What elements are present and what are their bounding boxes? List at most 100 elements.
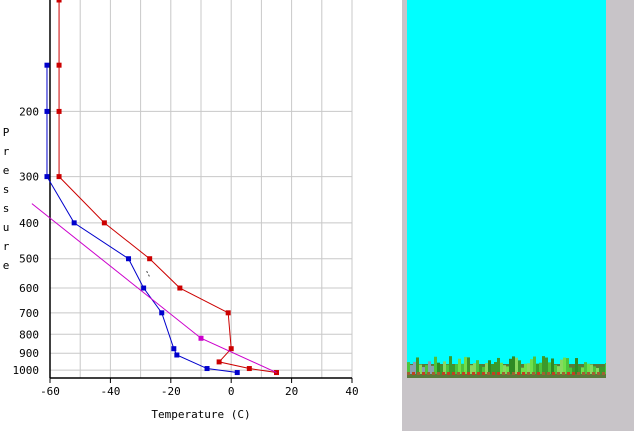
ground-element <box>548 362 551 374</box>
data-point <box>141 285 147 291</box>
ground-element <box>590 364 593 374</box>
tick-layer: -60 -40 -20 0 20 40 200 300 400 500 600 700 800 900 10… <box>13 105 359 398</box>
ground-soil <box>537 372 540 375</box>
ground-soil <box>527 372 530 375</box>
ground-soil <box>412 372 415 375</box>
ground-element <box>557 366 560 374</box>
ground-soil <box>542 372 545 375</box>
ground-element <box>458 358 461 374</box>
data-point <box>225 310 231 316</box>
ground-layer <box>407 356 606 378</box>
data-point <box>56 108 62 114</box>
data-point <box>44 62 50 68</box>
ground-soil <box>477 372 480 375</box>
ground-soil <box>557 372 560 375</box>
x-tick-label: 0 <box>228 385 235 398</box>
ground-soil <box>472 372 475 375</box>
ground-element <box>482 366 485 374</box>
ground-soil <box>562 372 565 375</box>
ground-element <box>419 364 422 374</box>
y-axis-letter: r <box>3 145 10 158</box>
ground-element <box>587 363 590 374</box>
ground-soil <box>587 372 590 375</box>
data-point <box>44 174 50 180</box>
ground-soil <box>502 372 505 375</box>
ground-soil <box>437 372 440 375</box>
y-tick-label: 600 <box>19 282 39 295</box>
data-point <box>234 370 240 376</box>
ground-soil <box>597 372 600 375</box>
data-point <box>101 220 107 226</box>
y-axis-letter: s <box>3 183 10 196</box>
ground-element <box>545 357 548 374</box>
ground-soil <box>577 372 580 375</box>
y-tick-label: 1000 <box>13 364 40 377</box>
ground-soil <box>447 372 450 375</box>
data-point <box>198 335 204 341</box>
ground-element <box>425 365 428 374</box>
data-point <box>246 366 252 372</box>
ground-element <box>428 361 431 374</box>
ground-element <box>575 358 578 374</box>
ground-soil <box>467 372 470 375</box>
ground-element <box>440 365 443 374</box>
ground-element <box>416 357 419 374</box>
ground-element <box>593 366 596 374</box>
ground-soil <box>572 372 575 375</box>
ground-soil <box>602 372 605 375</box>
data-point <box>177 285 183 291</box>
data-point <box>216 359 222 365</box>
sky-view-panel <box>407 0 606 378</box>
ground-element <box>464 356 467 374</box>
y-tick-label: 400 <box>19 217 39 230</box>
grid-layer <box>49 0 353 378</box>
x-tick-label: 20 <box>285 385 298 398</box>
data-point <box>174 352 180 358</box>
ground-element <box>461 363 464 374</box>
x-tick-label: -40 <box>100 385 120 398</box>
ground-element <box>452 365 455 374</box>
ground-soil <box>522 372 525 375</box>
y-axis-letter: u <box>3 221 10 234</box>
ground-soil <box>407 372 410 375</box>
series-layer <box>31 0 279 376</box>
data-point <box>228 346 234 352</box>
ground-element <box>470 365 473 374</box>
ground-soil <box>532 372 535 375</box>
sounding-chart-panel: -60 -40 -20 0 20 40 200 300 400 500 600 700 800 900 10… <box>0 0 402 431</box>
y-axis-letter: e <box>3 164 10 177</box>
ground-element <box>581 367 584 374</box>
ground-element <box>512 356 515 374</box>
dashed-annotation <box>146 270 151 278</box>
ground-element <box>518 360 521 374</box>
x-tick-label: 40 <box>345 385 358 398</box>
ground-element <box>560 359 563 374</box>
ground-soil <box>567 372 570 375</box>
series-line-0 <box>58 0 277 374</box>
ground-element <box>584 362 587 374</box>
y-tick-label: 500 <box>19 253 39 266</box>
ground-element <box>437 362 440 374</box>
ground-element <box>476 360 479 374</box>
ground-soil <box>497 372 500 375</box>
ground-element <box>503 365 506 374</box>
ground-soil <box>592 372 595 375</box>
ground-element <box>422 367 425 374</box>
ground-element <box>602 366 605 374</box>
ground-element <box>566 358 569 374</box>
ground-element <box>578 366 581 374</box>
ground-element <box>455 364 458 374</box>
x-tick-label: -60 <box>40 385 60 398</box>
y-tick-label: 300 <box>19 171 39 184</box>
ground-element <box>488 360 491 374</box>
x-axis-label: Temperature (C) <box>151 408 250 421</box>
ground-soil <box>442 372 445 375</box>
data-point <box>56 62 62 68</box>
ground-element <box>467 357 470 374</box>
data-point <box>126 256 132 262</box>
ground-element <box>500 362 503 374</box>
ground-soil <box>517 372 520 375</box>
ground-element <box>446 364 449 374</box>
data-point <box>147 256 153 262</box>
